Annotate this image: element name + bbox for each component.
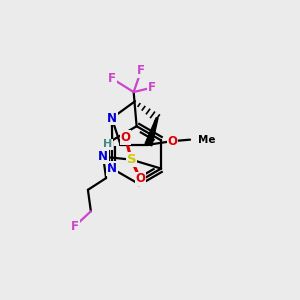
Text: N: N bbox=[107, 112, 117, 124]
Text: O: O bbox=[167, 135, 177, 148]
Text: F: F bbox=[108, 72, 116, 85]
Text: H: H bbox=[103, 139, 112, 149]
Text: N: N bbox=[98, 150, 108, 163]
Text: O: O bbox=[120, 131, 130, 144]
Text: S: S bbox=[127, 153, 136, 166]
Text: F: F bbox=[137, 64, 145, 77]
Text: F: F bbox=[71, 220, 79, 233]
Text: F: F bbox=[148, 81, 156, 94]
Polygon shape bbox=[145, 118, 158, 146]
Text: Me: Me bbox=[198, 135, 216, 145]
Text: N: N bbox=[107, 162, 117, 175]
Text: O: O bbox=[135, 172, 145, 185]
